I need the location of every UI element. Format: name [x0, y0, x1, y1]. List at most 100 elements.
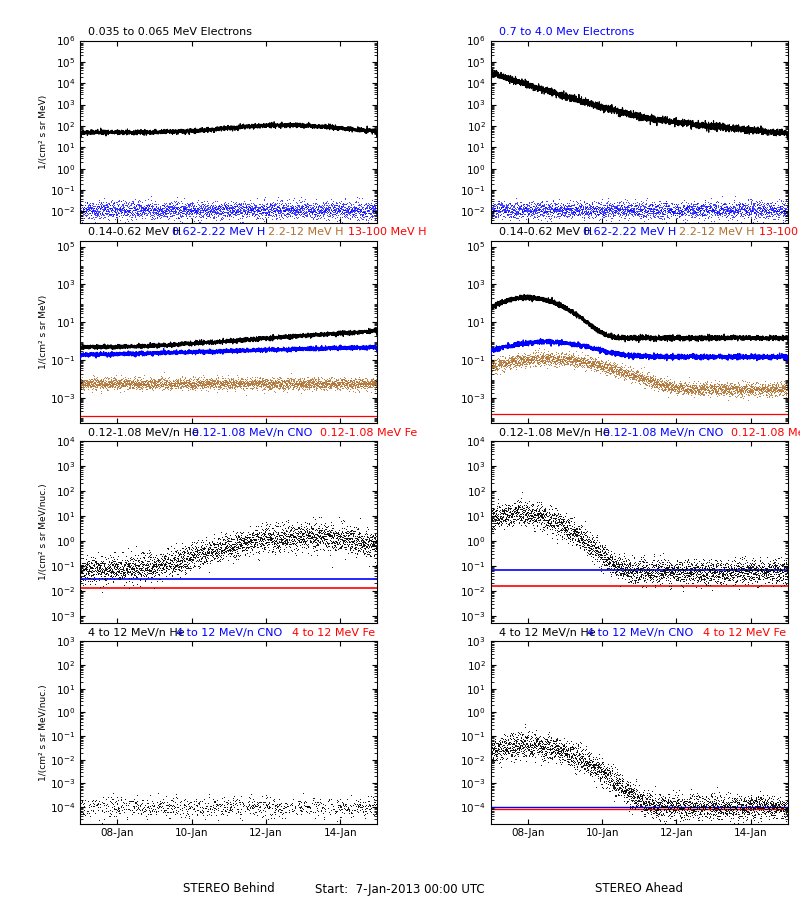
Point: [110, 378, 123, 392]
Point: [338, 542, 351, 556]
Point: [637, 803, 650, 817]
Point: [712, 202, 725, 216]
Point: [716, 384, 729, 399]
Point: [565, 351, 578, 365]
Point: [331, 372, 344, 386]
Point: [758, 570, 770, 584]
Point: [235, 374, 248, 388]
Point: [266, 195, 279, 210]
Point: [554, 508, 567, 523]
Point: [529, 201, 542, 215]
Point: [215, 544, 228, 558]
Point: [663, 202, 676, 217]
Point: [686, 788, 698, 803]
Point: [510, 353, 523, 367]
Point: [84, 201, 97, 215]
Point: [260, 201, 273, 215]
Point: [750, 797, 763, 812]
Point: [658, 378, 670, 392]
Point: [268, 201, 281, 215]
Point: [655, 204, 668, 219]
Point: [542, 350, 555, 365]
Point: [538, 737, 551, 751]
Point: [510, 513, 522, 527]
Point: [645, 800, 658, 814]
Point: [776, 809, 789, 824]
Point: [647, 811, 660, 825]
Point: [676, 562, 689, 576]
Point: [194, 805, 206, 819]
Point: [368, 201, 381, 215]
Point: [515, 206, 528, 220]
Point: [165, 553, 178, 567]
Point: [199, 796, 212, 810]
Point: [758, 563, 771, 578]
Point: [512, 202, 525, 217]
Point: [557, 741, 570, 755]
Point: [594, 765, 606, 779]
Point: [611, 562, 624, 576]
Point: [543, 356, 556, 371]
Point: [704, 206, 717, 220]
Point: [754, 380, 766, 394]
Point: [226, 205, 239, 220]
Point: [679, 207, 692, 221]
Point: [650, 566, 663, 580]
Point: [215, 371, 228, 385]
Point: [533, 201, 546, 215]
Point: [234, 536, 247, 551]
Point: [544, 202, 557, 216]
Point: [129, 796, 142, 811]
Point: [779, 801, 792, 815]
Point: [336, 374, 349, 389]
Point: [182, 551, 195, 565]
Point: [281, 376, 294, 391]
Point: [86, 203, 98, 218]
Point: [147, 375, 160, 390]
Point: [125, 561, 138, 575]
Point: [622, 784, 635, 798]
Point: [306, 536, 319, 551]
Point: [537, 350, 550, 365]
Point: [162, 551, 174, 565]
Point: [304, 202, 317, 216]
Point: [536, 507, 549, 521]
Point: [113, 193, 126, 207]
Point: [548, 202, 561, 217]
Point: [758, 379, 771, 393]
Point: [269, 374, 282, 389]
Point: [664, 372, 677, 386]
Point: [680, 205, 693, 220]
Point: [206, 548, 219, 562]
Point: [87, 553, 100, 567]
Point: [554, 515, 566, 529]
Point: [350, 201, 362, 215]
Point: [272, 526, 285, 540]
Point: [302, 378, 314, 392]
Point: [722, 203, 735, 218]
Point: [171, 212, 184, 226]
Point: [245, 202, 258, 216]
Point: [540, 202, 553, 217]
Point: [137, 801, 150, 815]
Point: [305, 531, 318, 545]
Point: [726, 798, 738, 813]
Point: [686, 572, 699, 586]
Point: [707, 566, 720, 580]
Point: [731, 384, 744, 399]
Point: [160, 208, 173, 222]
Point: [96, 571, 109, 585]
Point: [354, 511, 366, 526]
Point: [102, 804, 114, 818]
Point: [674, 195, 687, 210]
Point: [563, 357, 576, 372]
Point: [694, 385, 707, 400]
Point: [706, 561, 719, 575]
Point: [561, 202, 574, 216]
Point: [181, 378, 194, 392]
Point: [490, 210, 502, 224]
Point: [622, 202, 634, 217]
Point: [566, 204, 578, 219]
Point: [606, 212, 618, 226]
Point: [352, 191, 365, 205]
